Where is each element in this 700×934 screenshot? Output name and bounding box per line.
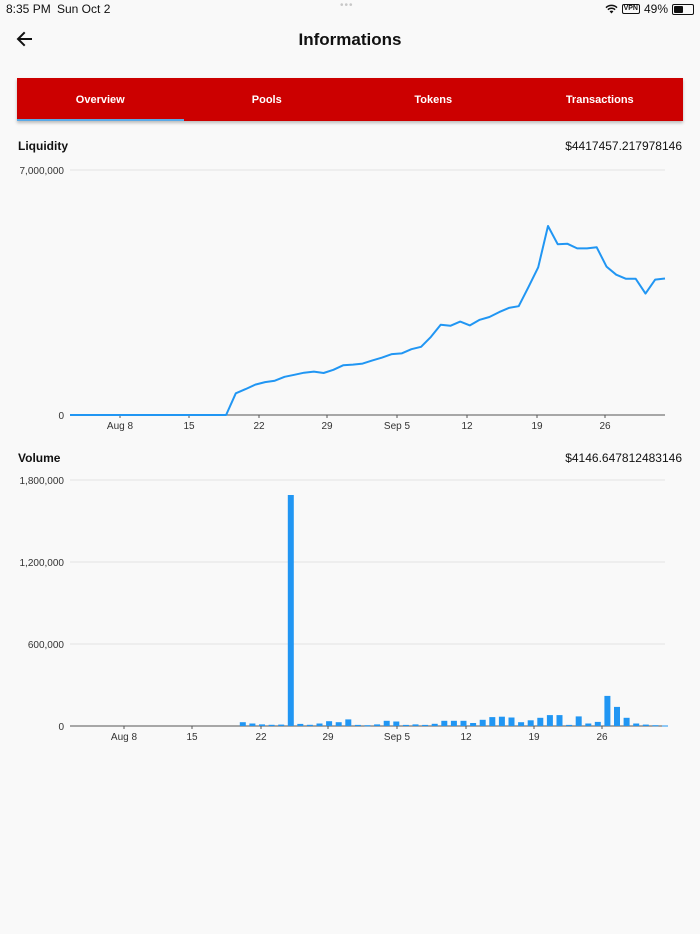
tab-tokens[interactable]: Tokens	[414, 93, 453, 106]
volume-bar	[354, 724, 361, 726]
volume-bar	[662, 725, 668, 727]
volume-bar	[575, 716, 582, 726]
x-tick-label: 15	[183, 421, 195, 432]
battery-icon	[672, 3, 694, 15]
app-bar: Informations	[0, 22, 700, 58]
volume-bar	[652, 725, 659, 727]
volume-bar	[316, 723, 323, 726]
volume-label: Volume	[18, 451, 61, 465]
status-time: 8:35 PM	[6, 2, 51, 16]
volume-bar	[239, 722, 246, 726]
volume-bar	[287, 495, 294, 726]
x-tick-label: 29	[322, 732, 334, 743]
volume-bar	[297, 723, 304, 726]
volume-bar	[556, 715, 563, 726]
volume-bar	[335, 722, 342, 726]
volume-bar	[259, 724, 265, 726]
volume-bar	[345, 719, 352, 726]
tab-transactions[interactable]: Transactions	[565, 93, 634, 106]
volume-bar	[537, 717, 544, 726]
x-tick-label: Aug 8	[111, 732, 138, 743]
volume-bar	[306, 724, 313, 726]
x-tick-label: 19	[528, 732, 540, 743]
y-tick-label: 1,200,000	[20, 558, 65, 569]
volume-bar	[326, 721, 333, 726]
volume-bar	[470, 723, 477, 726]
x-tick-label: Aug 8	[107, 421, 134, 432]
volume-bar	[566, 724, 573, 726]
volume-bar	[614, 706, 620, 726]
liquidity-label: Liquidity	[18, 139, 68, 153]
x-tick-label: 12	[460, 732, 472, 743]
x-tick-label: 12	[461, 421, 473, 432]
volume-value: $4146.647812483146	[565, 451, 682, 465]
volume-bar	[441, 720, 448, 726]
volume-bar	[633, 723, 640, 726]
tab-overview[interactable]: Overview	[17, 78, 184, 121]
wifi-icon	[605, 4, 618, 14]
x-tick-label: 19	[531, 421, 543, 432]
battery-percent: 49%	[643, 2, 668, 16]
volume-bar	[585, 723, 592, 726]
x-tick-label: 26	[596, 732, 608, 743]
tab-pools[interactable]: Pools	[251, 93, 282, 106]
volume-bar	[268, 724, 275, 726]
volume-bar	[527, 720, 534, 726]
liquidity-chart: 0 7,000,000 Aug 8 15 22 29 Sep 5 12 19 26	[20, 166, 666, 432]
status-bar: 8:35 PM Sun Oct 2 ••• VPN 49%	[0, 0, 700, 18]
x-tick-label: 29	[321, 421, 333, 432]
x-tick-label: Sep 5	[384, 732, 411, 743]
tab-bar: Overview Pools Tokens Transactions	[17, 78, 683, 121]
y-tick-label: 7,000,000	[20, 166, 65, 177]
vpn-badge: VPN	[621, 4, 640, 14]
volume-bar	[479, 719, 486, 726]
volume-bar	[508, 717, 515, 726]
volume-chart: 0 600,000 1,200,000 1,800,000 Aug 8 15 22 29 Sep…	[20, 476, 668, 743]
liquidity-value: $4417457.217978146	[565, 139, 682, 153]
volume-bar	[249, 723, 256, 726]
status-date: Sun Oct 2	[57, 2, 111, 16]
y-tick-label: 0	[58, 411, 64, 422]
y-tick-label: 1,800,000	[20, 476, 65, 487]
volume-bar	[546, 715, 553, 726]
volume-bar	[402, 724, 409, 726]
volume-bar	[498, 716, 505, 726]
volume-bar	[431, 723, 438, 726]
volume-bar	[412, 724, 419, 726]
volume-bar	[422, 724, 429, 726]
volume-bar	[518, 722, 525, 726]
status-indicators: VPN 49%	[605, 2, 694, 16]
x-tick-label: 22	[253, 421, 265, 432]
y-tick-label: 0	[58, 722, 64, 733]
x-tick-label: Sep 5	[384, 421, 411, 432]
volume-bar	[278, 724, 285, 726]
volume-bar	[489, 717, 496, 726]
page-title: Informations	[298, 30, 402, 49]
x-tick-label: 26	[599, 421, 611, 432]
x-tick-label: 22	[255, 732, 267, 743]
volume-bar	[450, 720, 457, 726]
y-tick-label: 600,000	[28, 640, 65, 651]
volume-bar	[460, 720, 467, 726]
volume-bar	[383, 720, 390, 726]
liquidity-line	[70, 225, 666, 416]
volume-bar	[623, 717, 630, 726]
volume-bar	[364, 725, 371, 727]
volume-bar	[393, 721, 400, 726]
volume-bar	[374, 724, 381, 726]
x-tick-label: 15	[186, 732, 198, 743]
volume-bar	[604, 695, 611, 726]
arrow-left-icon[interactable]	[12, 26, 38, 52]
volume-bar	[594, 721, 601, 726]
volume-bar	[642, 724, 649, 726]
multitasking-dots-icon[interactable]: •••	[340, 0, 354, 11]
